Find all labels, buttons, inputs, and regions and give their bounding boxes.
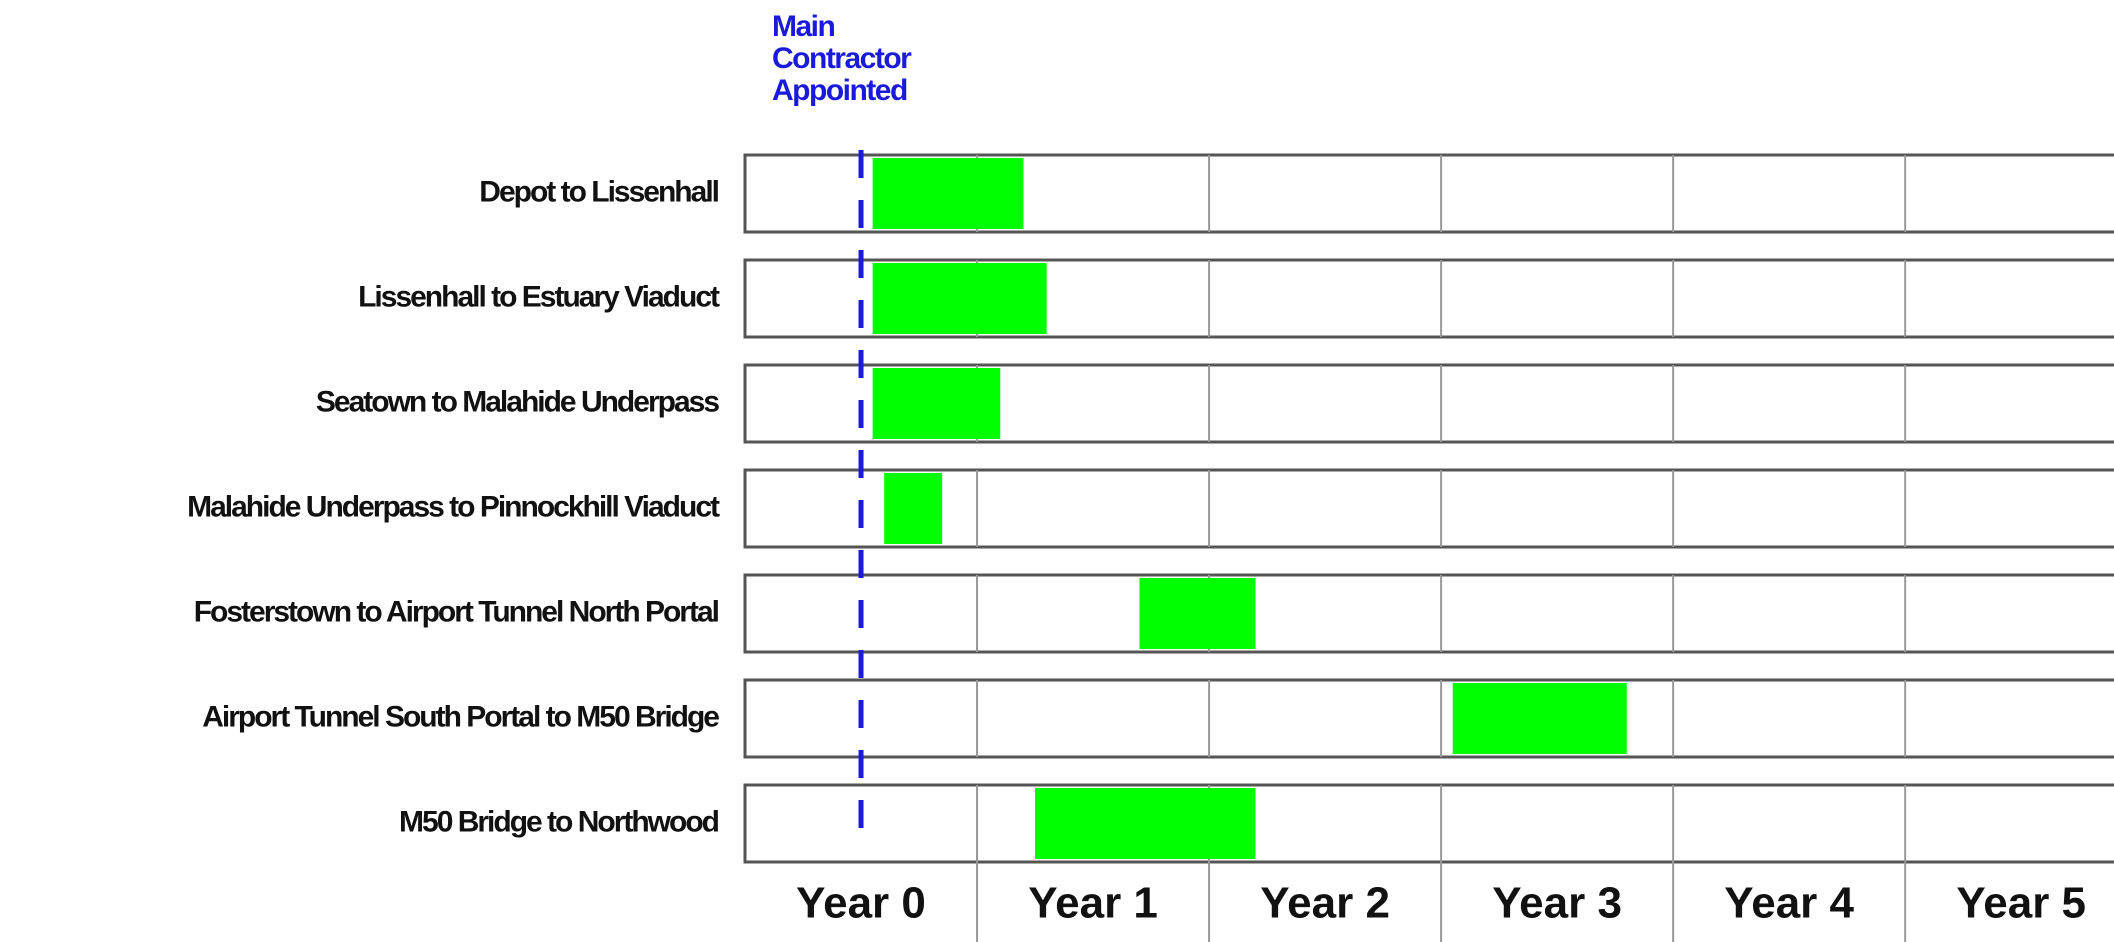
x-tick-label: Year 1 xyxy=(1028,879,1158,928)
row-box xyxy=(743,783,2114,864)
task-label: Malahide Underpass to Pinnockhill Viaduc… xyxy=(187,490,720,523)
x-tick-label: Year 2 xyxy=(1260,879,1390,928)
row-box xyxy=(743,468,2114,549)
bar xyxy=(884,473,943,544)
bar xyxy=(1035,788,1256,859)
task-label: Lissenhall to Estuary Viaduct xyxy=(358,280,720,313)
bar xyxy=(1139,578,1256,649)
task-label: M50 Bridge to Northwood xyxy=(399,805,719,838)
bar xyxy=(872,368,1001,439)
bar xyxy=(872,158,1024,229)
task-label: Depot to Lissenhall xyxy=(479,175,718,208)
row-box xyxy=(743,573,2114,654)
task-label: Airport Tunnel South Portal to M50 Bridg… xyxy=(202,700,719,733)
x-tick-label: Year 3 xyxy=(1492,879,1622,928)
milestone-label: Contractor xyxy=(772,42,912,75)
x-tick-label: Year 0 xyxy=(796,879,926,928)
milestone-label: Appointed xyxy=(772,74,907,107)
bar xyxy=(872,263,1047,334)
task-label: Seatown to Malahide Underpass xyxy=(316,385,719,418)
row-box xyxy=(743,678,2114,759)
bar xyxy=(1452,683,1627,754)
x-tick-label: Year 4 xyxy=(1724,879,1854,928)
task-label: Fosterstown to Airport Tunnel North Port… xyxy=(194,595,719,628)
milestone-label: Main xyxy=(772,10,835,43)
x-tick-label: Year 5 xyxy=(1956,879,2086,928)
